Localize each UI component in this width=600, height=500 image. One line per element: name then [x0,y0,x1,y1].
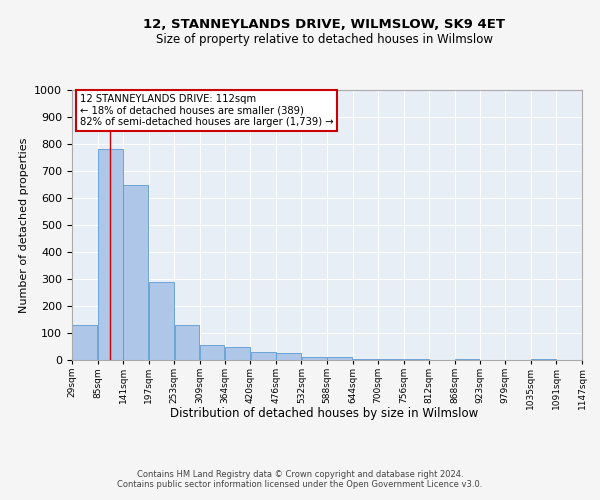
Bar [328,357,352,360]
Bar [302,358,326,360]
Text: 12, STANNEYLANDS DRIVE, WILMSLOW, SK9 4ET: 12, STANNEYLANDS DRIVE, WILMSLOW, SK9 4E… [143,18,505,30]
Bar [379,358,403,360]
Text: Contains HM Land Registry data © Crown copyright and database right 2024.: Contains HM Land Registry data © Crown c… [137,470,463,479]
Bar [124,184,148,360]
Bar [200,345,224,360]
Bar [531,358,556,360]
Text: Contains public sector information licensed under the Open Government Licence v3: Contains public sector information licen… [118,480,482,489]
Bar [175,325,199,360]
Text: Distribution of detached houses by size in Wilmslow: Distribution of detached houses by size … [170,408,478,420]
Bar [404,358,429,360]
Bar [276,353,301,360]
Y-axis label: Number of detached properties: Number of detached properties [19,138,29,312]
Bar [455,358,479,360]
Bar [73,325,97,360]
Bar [98,150,123,360]
Bar [353,358,378,360]
Text: Size of property relative to detached houses in Wilmslow: Size of property relative to detached ho… [155,32,493,46]
Bar [251,352,275,360]
Text: 12 STANNEYLANDS DRIVE: 112sqm
← 18% of detached houses are smaller (389)
82% of : 12 STANNEYLANDS DRIVE: 112sqm ← 18% of d… [80,94,333,127]
Bar [149,282,174,360]
Bar [225,346,250,360]
